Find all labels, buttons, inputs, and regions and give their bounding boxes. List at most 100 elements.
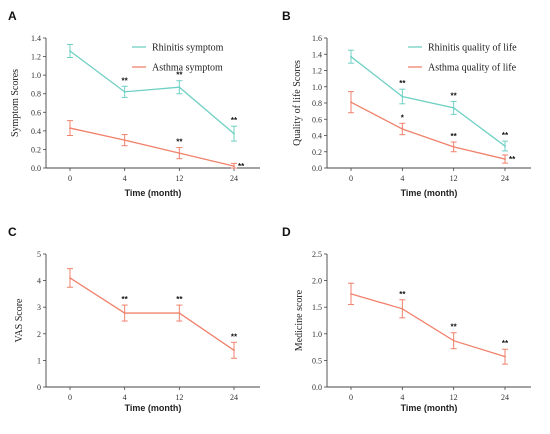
legend-label: Asthma symptom bbox=[152, 63, 223, 74]
data-point bbox=[69, 50, 71, 52]
x-tick-label: 0 bbox=[68, 174, 72, 183]
x-tick-label: 4 bbox=[123, 174, 127, 183]
y-tick-label: 3 bbox=[37, 303, 41, 312]
data-point bbox=[452, 339, 455, 342]
x-tick-label: 4 bbox=[123, 393, 127, 402]
y-tick-label: 1.0 bbox=[312, 83, 322, 92]
y-tick-label: 0.2 bbox=[312, 148, 322, 157]
legend-label: Rhinitis quality of life bbox=[428, 43, 517, 54]
y-tick-label: 0.6 bbox=[312, 115, 322, 124]
y-tick-label: 0.5 bbox=[312, 356, 322, 365]
x-axis-label: Time (month) bbox=[125, 403, 182, 413]
significance-marker: ** bbox=[399, 290, 406, 299]
series-1: ***** bbox=[348, 91, 516, 164]
significance-marker: ** bbox=[176, 138, 183, 147]
data-point bbox=[123, 139, 126, 142]
y-tick-label: 0.8 bbox=[31, 90, 41, 99]
data-point bbox=[69, 127, 71, 129]
x-tick-label: 12 bbox=[175, 174, 183, 183]
y-axis-label: Medicine score bbox=[294, 289, 305, 351]
data-point bbox=[504, 355, 506, 358]
x-tick-label: 4 bbox=[400, 393, 404, 402]
data-point bbox=[504, 145, 506, 147]
data-point bbox=[233, 132, 235, 135]
y-tick-label: 2 bbox=[37, 330, 41, 339]
y-tick-label: 0.4 bbox=[312, 132, 322, 141]
data-point bbox=[401, 95, 404, 98]
data-point bbox=[401, 128, 404, 130]
x-tick-label: 24 bbox=[501, 393, 509, 402]
panel-letter: C bbox=[8, 225, 17, 239]
x-tick-label: 12 bbox=[450, 393, 458, 402]
series-0: ** ** ** bbox=[348, 282, 509, 365]
significance-marker: ** bbox=[231, 332, 238, 341]
y-tick-label: 1.5 bbox=[312, 303, 322, 312]
significance-marker: ** bbox=[176, 295, 183, 304]
data-point bbox=[178, 312, 181, 314]
x-tick-label: 24 bbox=[230, 393, 238, 402]
y-axis-label: Quality of life Scores bbox=[292, 60, 303, 146]
data-point bbox=[350, 293, 352, 295]
panel-letter: A bbox=[8, 9, 17, 23]
significance-marker: ** bbox=[502, 131, 509, 140]
significance-marker: ** bbox=[451, 323, 458, 332]
x-tick-label: 24 bbox=[501, 174, 509, 183]
y-tick-label: 2.0 bbox=[312, 277, 322, 286]
x-tick-label: 0 bbox=[349, 174, 353, 183]
significance-marker: ** bbox=[176, 71, 183, 80]
series-line bbox=[69, 127, 235, 167]
data-point bbox=[350, 55, 352, 58]
series-line bbox=[69, 277, 235, 351]
series-0: ** ** ** bbox=[348, 49, 509, 152]
data-point bbox=[504, 158, 506, 160]
significance-marker: ** bbox=[509, 155, 516, 164]
data-point bbox=[178, 152, 181, 155]
significance-marker: ** bbox=[122, 295, 129, 304]
y-tick-label: 1 bbox=[37, 356, 41, 365]
y-tick-label: 1.2 bbox=[31, 53, 41, 62]
y-axis-label: Symptom Scores bbox=[10, 69, 21, 137]
series-0: ** ** ** bbox=[67, 44, 238, 142]
x-tick-label: 0 bbox=[349, 393, 353, 402]
data-point bbox=[123, 312, 126, 314]
x-tick-label: 12 bbox=[450, 174, 458, 183]
significance-marker: ** bbox=[399, 79, 406, 88]
y-tick-label: 4 bbox=[37, 277, 41, 286]
y-tick-label: 1.2 bbox=[312, 67, 322, 76]
significance-marker: ** bbox=[451, 132, 458, 141]
chart-panel-d: D 0.0 0.5 1.0 1.5 2.0 2.5 0 4 12 24 Time (month) Med… bbox=[282, 225, 531, 413]
data-point bbox=[401, 307, 404, 310]
data-point bbox=[350, 101, 352, 104]
x-tick-label: 12 bbox=[175, 393, 183, 402]
chart-panel-b: B 0.0 0.2 0.4 0.6 0.8 1.0 1.2 1.4 1.6 0 4 12 24 Time (… bbox=[282, 9, 531, 198]
series-1: ** ** bbox=[67, 120, 245, 171]
y-tick-label: 1.4 bbox=[31, 34, 41, 43]
data-point bbox=[233, 349, 235, 352]
significance-marker: ** bbox=[451, 91, 458, 100]
series-line bbox=[350, 101, 506, 160]
data-point bbox=[123, 90, 126, 93]
significance-marker: ** bbox=[238, 162, 245, 171]
y-tick-label: 0.6 bbox=[31, 108, 41, 117]
y-tick-label: 0 bbox=[37, 383, 41, 392]
chart-panel-a: A 0.0 0.2 0.4 0.6 0.8 1.0 1.2 1.4 0 4 12 24 Time (mon… bbox=[8, 9, 260, 198]
y-tick-label: 0.4 bbox=[31, 127, 41, 136]
x-axis-label: Time (month) bbox=[401, 403, 458, 413]
data-point bbox=[233, 165, 235, 168]
panel-letter: D bbox=[282, 225, 291, 239]
data-point bbox=[69, 277, 71, 279]
significance-marker: ** bbox=[122, 76, 129, 85]
y-tick-label: 1.0 bbox=[312, 330, 322, 339]
y-tick-label: 0.0 bbox=[31, 164, 41, 173]
panel-letter: B bbox=[282, 9, 291, 23]
x-tick-label: 4 bbox=[400, 174, 404, 183]
legend-label: Asthma quality of life bbox=[428, 63, 517, 74]
x-axis-label: Time (month) bbox=[125, 188, 182, 198]
data-point bbox=[452, 145, 455, 148]
series-line bbox=[350, 56, 506, 147]
y-tick-label: 5 bbox=[37, 250, 41, 259]
y-tick-label: 0.2 bbox=[31, 145, 41, 154]
data-point bbox=[452, 106, 455, 109]
